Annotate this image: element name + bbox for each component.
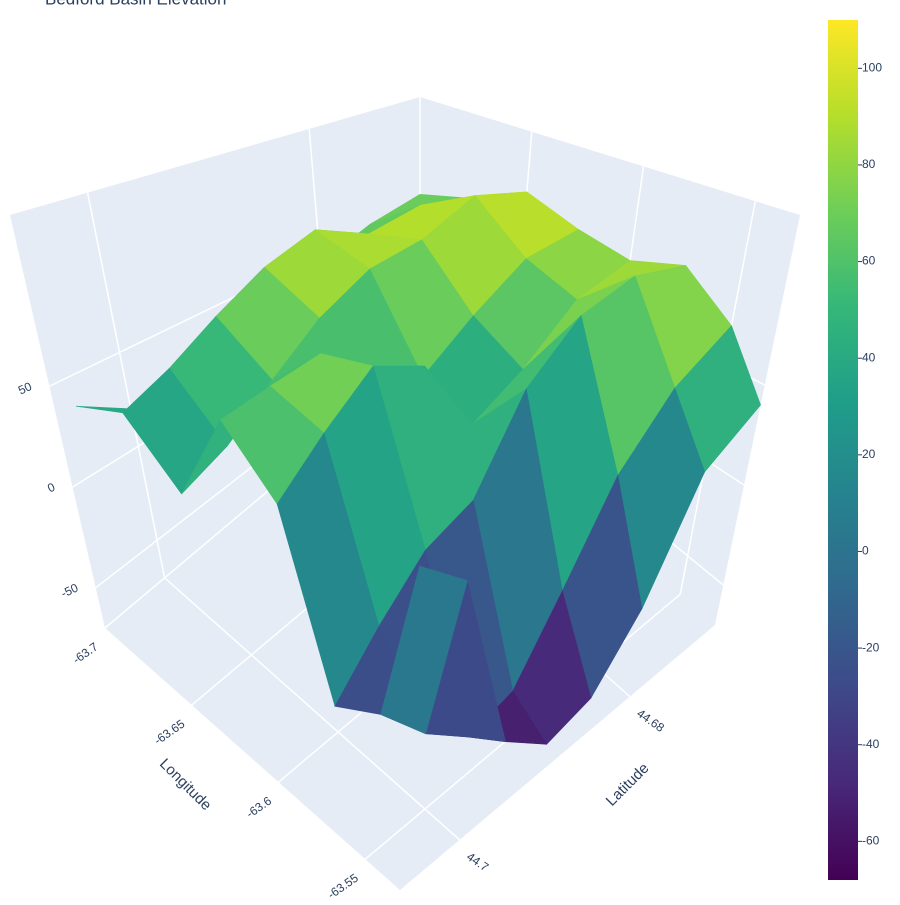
- colorbar-tick-label: 100: [862, 60, 882, 74]
- grid-line: [164, 577, 461, 841]
- surface-cell: [380, 565, 468, 735]
- x-tick-label: -63.65: [151, 716, 187, 747]
- x-tick-label: -63.7: [70, 639, 101, 666]
- z-tick-label: 0: [45, 480, 57, 496]
- colorbar-tick-label: 40: [862, 350, 876, 364]
- colorbar-tick-label: 80: [862, 157, 876, 171]
- chart-title: Bedford Basin Elevation: [45, 0, 226, 8]
- y-tick-label: 44.68: [634, 706, 667, 735]
- colorbar-tick-label: 0: [862, 544, 869, 558]
- colorbar-tick-label: 20: [862, 447, 876, 461]
- grid-line: [86, 192, 166, 579]
- z-tick-label: -50: [59, 580, 81, 600]
- colorbar-tick-label: -20: [862, 640, 880, 654]
- x-tick-label: -63.6: [244, 794, 275, 821]
- y-axis-title: Latitude: [603, 760, 653, 810]
- x-tick-label: -63.55: [325, 871, 361, 900]
- colorbar-tick-label: 60: [862, 254, 876, 268]
- z-tick-label: 50: [16, 379, 34, 397]
- colorbar-tick-label: -60: [862, 834, 880, 848]
- x-axis-title: Longitude: [156, 755, 215, 814]
- colorbar-tick-label: -40: [862, 737, 880, 751]
- y-tick-label: 44.7: [464, 849, 491, 874]
- colorbar: [828, 20, 858, 880]
